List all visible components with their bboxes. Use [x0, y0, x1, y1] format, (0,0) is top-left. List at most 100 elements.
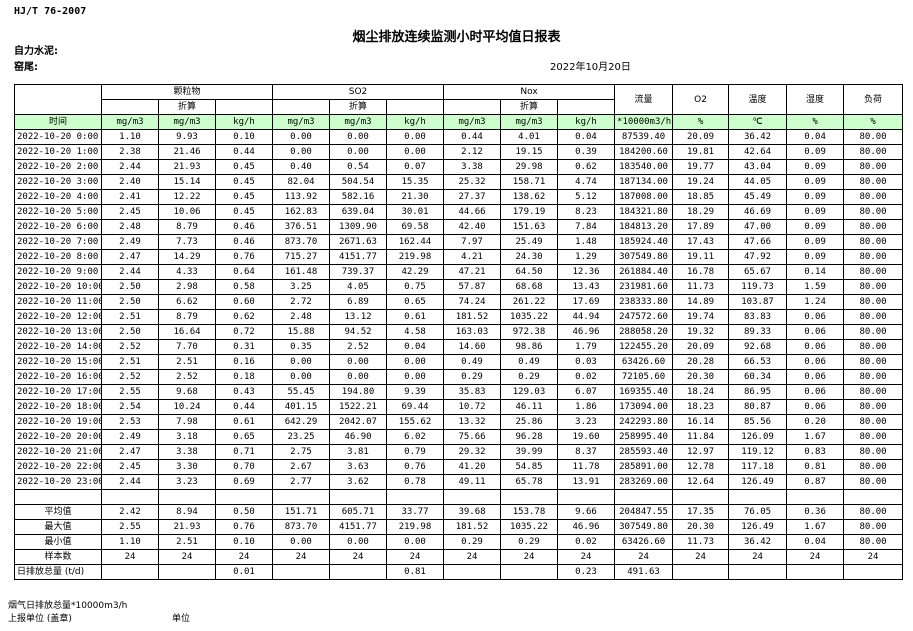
value-cell: 122455.20: [614, 339, 674, 355]
summary-value: 24: [672, 549, 730, 565]
value-cell: 16.64: [158, 324, 216, 340]
value-cell: 0.65: [215, 429, 273, 445]
value-cell: 19.11: [672, 249, 730, 265]
table-row: 2022-10-20 14:00 2.52 7.70 0.31 0.35 2.52 0.04…: [14, 339, 904, 355]
value-cell: 0.49: [500, 354, 558, 370]
value-cell: 3.62: [329, 474, 387, 490]
value-cell: 0.54: [329, 159, 387, 175]
unit: 窑尾:: [14, 62, 38, 73]
unit-header: mg/m3: [101, 114, 159, 130]
summary-value: 2.51: [158, 534, 216, 550]
table-row: 2022-10-20 23:00 2.44 3.23 0.69 2.77 3.62 0.78…: [14, 474, 904, 490]
value-cell: 2.53: [101, 414, 159, 430]
empty-cell: [614, 489, 674, 505]
value-cell: 0.00: [272, 354, 330, 370]
time-cell: 2022-10-20 3:00: [14, 174, 102, 190]
value-cell: 4.33: [158, 264, 216, 280]
value-cell: 0.44: [215, 399, 273, 415]
value-cell: 0.00: [329, 354, 387, 370]
value-cell: 14.29: [158, 249, 216, 265]
value-cell: 2.98: [158, 279, 216, 295]
value-cell: 6.62: [158, 294, 216, 310]
value-cell: 12.36: [556, 264, 616, 280]
value-cell: 80.00: [843, 429, 904, 445]
unit-header: kg/h: [386, 114, 444, 130]
value-cell: 129.03: [500, 384, 558, 400]
summary-value: 21.93: [158, 519, 216, 535]
value-cell: 89.33: [728, 324, 788, 340]
value-cell: 19.74: [672, 309, 730, 325]
value-cell: 2.41: [101, 189, 159, 205]
value-cell: 27.37: [443, 189, 501, 205]
time-cell: 2022-10-20 15:00: [14, 354, 102, 370]
value-cell: 21.46: [158, 144, 216, 160]
table-row: 最大值 2.55 21.93 0.76 873.70 4151.77 219.98 181.5…: [14, 519, 904, 535]
value-cell: 7.84: [556, 219, 616, 235]
table-row: 最小值 1.10 2.51 0.10 0.00 0.00 0.00 0.29 0.29 0.02 6…: [14, 534, 904, 550]
time-cell: 2022-10-20 1:00: [14, 144, 102, 160]
value-cell: 219.98: [386, 249, 444, 265]
value-cell: 64.50: [500, 264, 558, 280]
value-cell: 80.00: [843, 354, 904, 370]
value-cell: 49.11: [443, 474, 501, 490]
value-cell: 7.73: [158, 234, 216, 250]
value-cell: 12.64: [672, 474, 730, 490]
empty-cell: [14, 84, 102, 115]
value-cell: 80.00: [843, 474, 904, 490]
table-row: 2022-10-20 3:00 2.40 15.14 0.45 82.04 504.54 1…: [14, 174, 904, 190]
value-cell: 401.15: [272, 399, 330, 415]
summary-value: 0.29: [500, 534, 558, 550]
value-cell: 119.73: [728, 279, 788, 295]
time-cell: 2022-10-20 10:00: [14, 279, 102, 295]
summary-value: 76.05: [728, 504, 788, 520]
value-cell: 0.71: [215, 444, 273, 460]
value-cell: 0.69: [215, 474, 273, 490]
value-cell: 184200.60: [614, 144, 674, 160]
value-cell: 19.77: [672, 159, 730, 175]
value-cell: 4.58: [386, 324, 444, 340]
value-cell: 185924.40: [614, 234, 674, 250]
value-cell: 54.85: [500, 459, 558, 475]
value-cell: 0.09: [786, 174, 845, 190]
value-cell: 0.09: [786, 189, 845, 205]
value-cell: 44.66: [443, 204, 501, 220]
value-cell: 20.30: [672, 369, 730, 385]
value-cell: 57.87: [443, 279, 501, 295]
time-cell: 2022-10-20 19:00: [14, 414, 102, 430]
time-cell: 2022-10-20 6:00: [14, 219, 102, 235]
value-cell: 17.69: [556, 294, 616, 310]
value-cell: 2.49: [101, 234, 159, 250]
value-cell: 0.46: [215, 234, 273, 250]
column-header: 温度: [728, 84, 788, 115]
value-cell: 65.78: [500, 474, 558, 490]
value-cell: 0.65: [386, 294, 444, 310]
value-cell: 11.78: [556, 459, 616, 475]
table-row: 2022-10-20 4:00 2.41 12.22 0.45 113.92 582.16…: [14, 189, 904, 205]
value-cell: 1.67: [786, 429, 845, 445]
summary-value: 46.96: [556, 519, 616, 535]
value-cell: 173094.00: [614, 399, 674, 415]
value-cell: 6.02: [386, 429, 444, 445]
value-cell: 80.00: [843, 159, 904, 175]
summary-value: 2.42: [101, 504, 159, 520]
value-cell: 0.49: [443, 354, 501, 370]
column-header: 负荷: [843, 84, 904, 115]
empty-cell: [14, 489, 102, 505]
value-cell: 44.05: [728, 174, 788, 190]
empty-cell: [101, 489, 159, 505]
footer-total-flow: 烟气日排放总量*10000m3/h: [8, 601, 128, 611]
summary-value: 0.00: [329, 534, 387, 550]
value-cell: 0.45: [215, 204, 273, 220]
value-cell: 2.51: [101, 354, 159, 370]
value-cell: 0.40: [272, 159, 330, 175]
summary-value: 24: [786, 549, 845, 565]
value-cell: 7.97: [443, 234, 501, 250]
value-cell: 0.06: [786, 399, 845, 415]
value-cell: 0.06: [786, 309, 845, 325]
value-cell: 0.20: [786, 414, 845, 430]
value-cell: 0.61: [386, 309, 444, 325]
value-cell: 307549.80: [614, 249, 674, 265]
value-cell: 4.21: [443, 249, 501, 265]
table-row: 颗粒物 SO2 Nox 流量 O2 温度 湿度 负荷: [14, 84, 904, 115]
value-cell: 47.66: [728, 234, 788, 250]
